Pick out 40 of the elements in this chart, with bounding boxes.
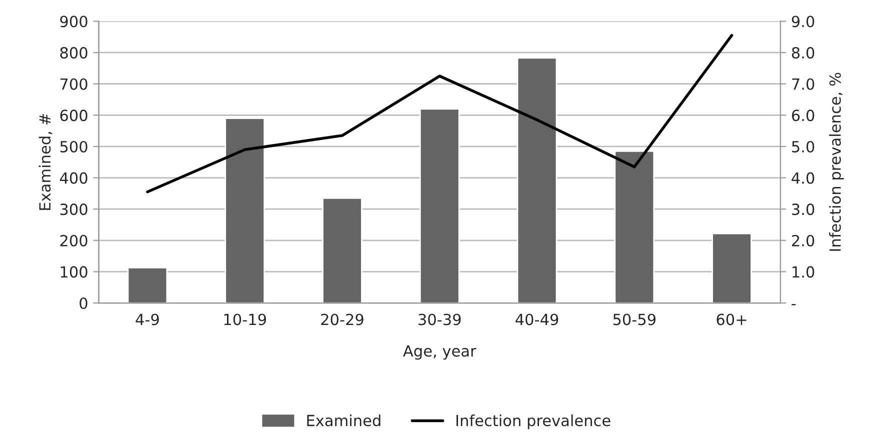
bar (322, 197, 362, 304)
y-axis-title: Examined, # (38, 114, 52, 210)
x-tick-label: 4-9 (136, 314, 159, 326)
y2-tick-label: 1.0 (792, 266, 814, 278)
y2-tick-label: 3.0 (792, 204, 814, 216)
y-tick-label: 400 (60, 172, 88, 184)
bar (712, 232, 752, 304)
y2-tick-label: 4.0 (792, 172, 814, 184)
y-tick-label: 600 (60, 110, 88, 122)
x-tick-label: 20-29 (321, 314, 364, 326)
x-tick-label: 30-39 (418, 314, 461, 326)
legend-label: Examined (307, 414, 380, 426)
y-tick-label: 200 (60, 234, 88, 246)
x-tick-label: 10-19 (224, 314, 266, 326)
y2-tick-label: 5.0 (792, 140, 814, 153)
y-tick-label: 300 (60, 204, 88, 216)
y2-axis-title: Infection prevalence, % (829, 72, 844, 251)
y-tick-label: 100 (60, 266, 88, 278)
x-tick-label: 60+ (716, 314, 746, 326)
y2-tick-label: 2.0 (792, 234, 814, 246)
y2-tick-label: 8.0 (792, 47, 814, 59)
y2-tick-label: 9.0 (792, 16, 814, 28)
y-tick-label: 500 (60, 140, 88, 153)
x-axis-title: Age, year (403, 345, 476, 360)
x-tick-label: 50-59 (613, 314, 656, 326)
legend-label: Infection prevalence (456, 414, 610, 430)
y2-tick-label: 6.0 (792, 110, 814, 122)
x-tick-label: 40-49 (516, 314, 558, 326)
y-tick-label: 700 (60, 78, 88, 90)
y2-tick-label: 7.0 (792, 78, 814, 90)
bar (127, 266, 168, 304)
y2-tick-label: - (792, 304, 796, 306)
y-tick-label: 900 (60, 16, 88, 28)
bar (224, 118, 266, 304)
bar (516, 57, 558, 304)
y-tick-label: 0 (80, 297, 88, 310)
bar (614, 150, 655, 304)
line-series (146, 34, 734, 194)
y-tick-label: 800 (60, 47, 88, 59)
bar (419, 108, 460, 304)
